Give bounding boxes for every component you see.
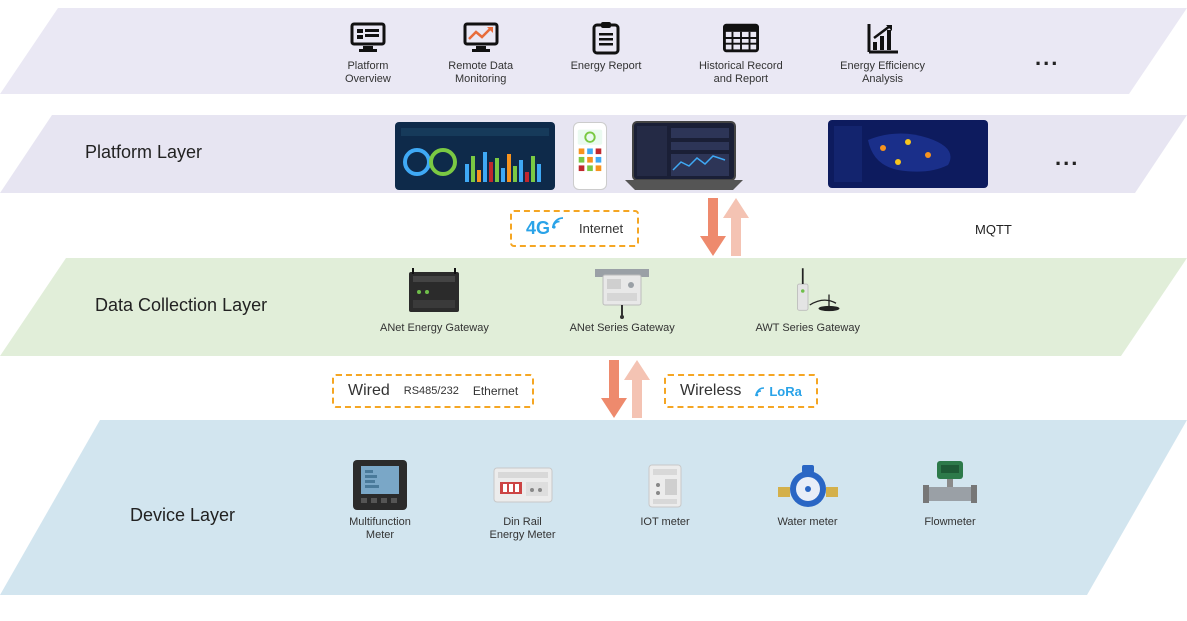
wired-title: Wired <box>348 382 390 400</box>
platform-to-data-arrows <box>694 198 750 256</box>
monitor-icon <box>350 20 386 56</box>
table-window-icon <box>723 20 759 56</box>
wired-rs485: RS485/232 <box>404 385 459 397</box>
device-layer-title: Device Layer <box>130 505 235 526</box>
feature-label: PlatformOverview <box>345 60 391 86</box>
features-ellipsis: ... <box>1035 45 1059 71</box>
internet-label: Internet <box>579 221 623 236</box>
gateway-row: ANet Energy Gateway ANet Series Gateway <box>380 266 860 334</box>
device-din-rail-meter: Din RailEnergy Meter <box>488 460 558 542</box>
internet-connector-box: 4G Internet <box>510 210 639 247</box>
device-iot-meter: IOT meter <box>630 460 700 542</box>
feature-label: Remote DataMonitoring <box>448 60 513 86</box>
platform-ellipsis: ... <box>1055 145 1079 171</box>
iot-meter-icon <box>630 460 700 510</box>
wired-connector-box: Wired RS485/232 Ethernet <box>332 374 534 408</box>
device-row: MultifunctionMeter Din RailEnergy Meter <box>345 460 985 542</box>
platform-layer-title: Platform Layer <box>85 142 202 163</box>
device-label: Din RailEnergy Meter <box>489 516 555 542</box>
feature-efficiency-analysis: Energy EfficiencyAnalysis <box>840 20 925 86</box>
feature-historical-record: Historical Recordand Report <box>699 20 783 86</box>
platform-screenshots <box>395 120 743 192</box>
device-label: Flowmeter <box>924 516 975 529</box>
feature-label: Historical Recordand Report <box>699 60 783 86</box>
gateway-label: ANet Series Gateway <box>570 322 675 334</box>
multifunction-meter-icon <box>345 460 415 510</box>
dashboard-screenshot-1 <box>395 122 555 190</box>
4g-icon: 4G <box>526 218 565 239</box>
trend-monitor-icon <box>463 20 499 56</box>
anet-series-gateway-icon <box>587 266 657 316</box>
feature-remote-monitoring: Remote DataMonitoring <box>448 20 513 86</box>
device-flowmeter: Flowmeter <box>915 460 985 542</box>
anet-energy-gateway-icon <box>399 266 469 316</box>
laptop-dashboard-screenshot <box>625 120 743 192</box>
device-multifunction-meter: MultifunctionMeter <box>345 460 415 542</box>
data-collection-layer-title: Data Collection Layer <box>95 295 267 316</box>
water-meter-icon <box>773 460 843 510</box>
device-water-meter: Water meter <box>773 460 843 542</box>
device-label: Water meter <box>777 516 837 529</box>
mqtt-label: MQTT <box>975 222 1012 237</box>
gateway-label: AWT Series Gateway <box>755 322 860 334</box>
features-row: PlatformOverview Remote DataMonitoring E… <box>345 20 925 86</box>
gateway-awt-series: AWT Series Gateway <box>755 266 860 334</box>
data-to-device-arrows <box>595 360 651 418</box>
wireless-connector-box: Wireless LoRa <box>664 374 818 408</box>
feature-energy-report: Energy Report <box>571 20 642 73</box>
awt-series-gateway-icon <box>773 266 843 316</box>
feature-label: Energy EfficiencyAnalysis <box>840 60 925 86</box>
wireless-title: Wireless <box>680 382 741 400</box>
din-rail-meter-icon <box>488 460 558 510</box>
lora-text: LoRa <box>769 384 802 399</box>
gateway-anet-energy: ANet Energy Gateway <box>380 266 489 334</box>
mobile-app-screenshot <box>573 122 607 190</box>
device-label: MultifunctionMeter <box>349 516 411 542</box>
gateway-anet-series: ANet Series Gateway <box>570 266 675 334</box>
flowmeter-icon <box>915 460 985 510</box>
feature-label: Energy Report <box>571 60 642 73</box>
bar-chart-up-icon <box>865 20 901 56</box>
lora-label: LoRa <box>755 384 802 399</box>
wired-ethernet: Ethernet <box>473 384 518 398</box>
device-label: IOT meter <box>640 516 689 529</box>
fourg-badge: 4G <box>526 218 550 239</box>
clipboard-icon <box>588 20 624 56</box>
feature-platform-overview: PlatformOverview <box>345 20 391 86</box>
gateway-label: ANet Energy Gateway <box>380 322 489 334</box>
map-dashboard-screenshot <box>828 120 988 188</box>
